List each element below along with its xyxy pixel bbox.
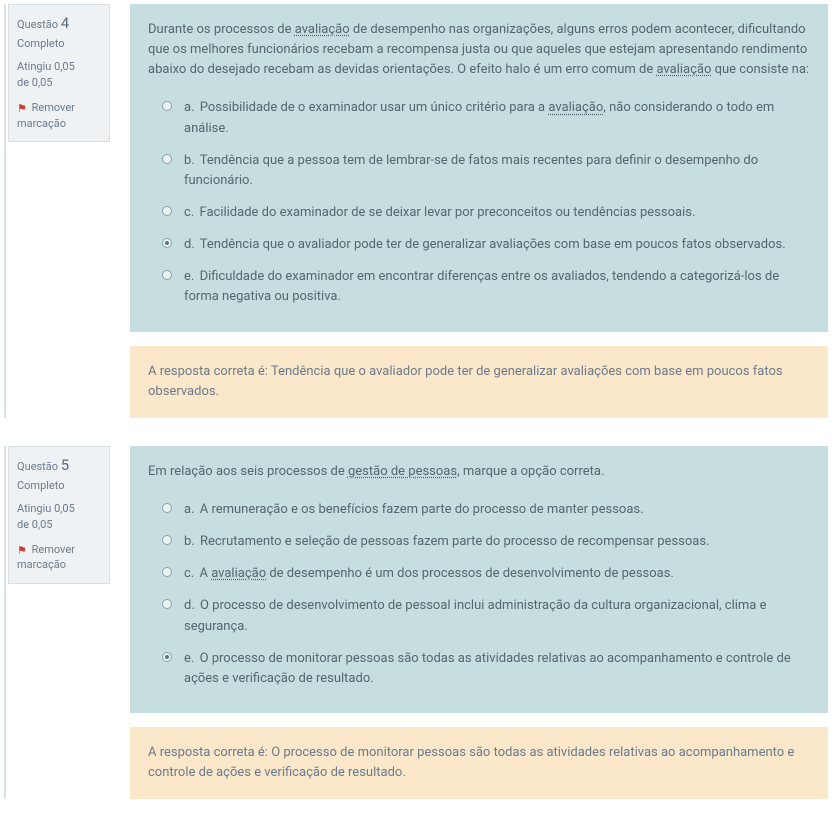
option-letter: e. — [184, 269, 194, 284]
radio-icon[interactable] — [162, 270, 172, 280]
answer-option[interactable]: c. A avaliação de desempenho é um dos pr… — [166, 558, 810, 590]
remove-flag-link[interactable]: ⚑ Remover marcação — [17, 100, 101, 131]
option-text: A avaliação de desempenho é um dos proce… — [199, 566, 673, 581]
option-text: A remuneração e os benefícios fazem part… — [200, 502, 644, 517]
answer-option[interactable]: a. Possibilidade de o examinador usar um… — [166, 92, 810, 144]
question-feedback: A resposta correta é: O processo de moni… — [130, 727, 828, 799]
radio-icon[interactable] — [162, 599, 172, 609]
answer-list: a. Possibilidade de o examinador usar um… — [148, 92, 810, 313]
option-text: Facilidade do examinador de se deixar le… — [199, 205, 695, 220]
question-number: Questão 5 — [17, 455, 101, 476]
radio-icon[interactable] — [162, 567, 172, 577]
question-block: Questão 4 Completo Atingiu 0,05de 0,05 ⚑ Re… — [4, 4, 828, 418]
option-text: Possibilidade de o examinador usar um ún… — [184, 100, 774, 135]
question-feedback: A resposta correta é: Tendência que o av… — [130, 346, 828, 418]
radio-icon[interactable] — [162, 238, 172, 248]
question-prompt: Durante os processos de avaliação de des… — [148, 20, 810, 80]
question-prompt: Em relação aos seis processos de gestão … — [148, 462, 810, 482]
remove-flag-link[interactable]: ⚑ Remover marcação — [17, 542, 101, 573]
option-text: O processo de desenvolvimento de pessoal… — [184, 598, 767, 633]
answer-list: a. A remuneração e os benefícios fazem p… — [148, 494, 810, 695]
answer-option[interactable]: b. Recrutamento e seleção de pessoas faz… — [166, 526, 810, 558]
answer-option[interactable]: d. Tendência que o avaliador pode ter de… — [166, 229, 810, 261]
option-letter: e. — [184, 651, 194, 666]
answer-option[interactable]: d. O processo de desenvolvimento de pess… — [166, 590, 810, 642]
option-letter: b. — [184, 534, 195, 549]
question-grade: Atingiu 0,05de 0,05 — [17, 59, 101, 90]
option-letter: a. — [184, 502, 195, 517]
option-letter: c. — [184, 566, 194, 581]
radio-icon[interactable] — [162, 535, 172, 545]
option-text: Recrutamento e seleção de pessoas fazem … — [200, 534, 710, 549]
answer-option[interactable]: e. O processo de monitorar pessoas são t… — [166, 643, 810, 695]
answer-option[interactable]: c. Facilidade do examinador de se deixar… — [166, 197, 810, 229]
option-text: Tendência que o avaliador pode ter de ge… — [200, 237, 786, 252]
radio-icon[interactable] — [162, 154, 172, 164]
question-block: Questão 5 Completo Atingiu 0,05de 0,05 ⚑ Re… — [4, 446, 828, 799]
question-number: Questão 4 — [17, 13, 101, 34]
flag-icon: ⚑ — [17, 101, 27, 116]
option-text: Dificuldade do examinador em encontrar d… — [184, 269, 779, 304]
question-info-panel: Questão 4 Completo Atingiu 0,05de 0,05 ⚑ Re… — [8, 4, 110, 142]
flag-icon: ⚑ — [17, 543, 27, 558]
question-status: Completo — [17, 478, 101, 493]
question-status: Completo — [17, 36, 101, 51]
option-text: O processo de monitorar pessoas são toda… — [184, 651, 791, 686]
answer-option[interactable]: a. A remuneração e os benefícios fazem p… — [166, 494, 810, 526]
option-text: Tendência que a pessoa tem de lembrar-se… — [184, 153, 758, 188]
radio-icon[interactable] — [162, 101, 172, 111]
option-letter: c. — [184, 205, 194, 220]
answer-option[interactable]: e. Dificuldade do examinador em encontra… — [166, 261, 810, 313]
question-formulation: Em relação aos seis processos de gestão … — [130, 446, 828, 713]
option-letter: d. — [184, 598, 195, 613]
answer-option[interactable]: b. Tendência que a pessoa tem de lembrar… — [166, 145, 810, 197]
question-formulation: Durante os processos de avaliação de des… — [130, 4, 828, 332]
question-info-panel: Questão 5 Completo Atingiu 0,05de 0,05 ⚑ Re… — [8, 446, 110, 584]
option-letter: a. — [184, 100, 195, 115]
radio-icon[interactable] — [162, 652, 172, 662]
question-content: Em relação aos seis processos de gestão … — [130, 446, 828, 799]
radio-icon[interactable] — [162, 503, 172, 513]
option-letter: d. — [184, 237, 195, 252]
option-letter: b. — [184, 153, 195, 168]
question-content: Durante os processos de avaliação de des… — [130, 4, 828, 418]
radio-icon[interactable] — [162, 206, 172, 216]
question-grade: Atingiu 0,05de 0,05 — [17, 501, 101, 532]
